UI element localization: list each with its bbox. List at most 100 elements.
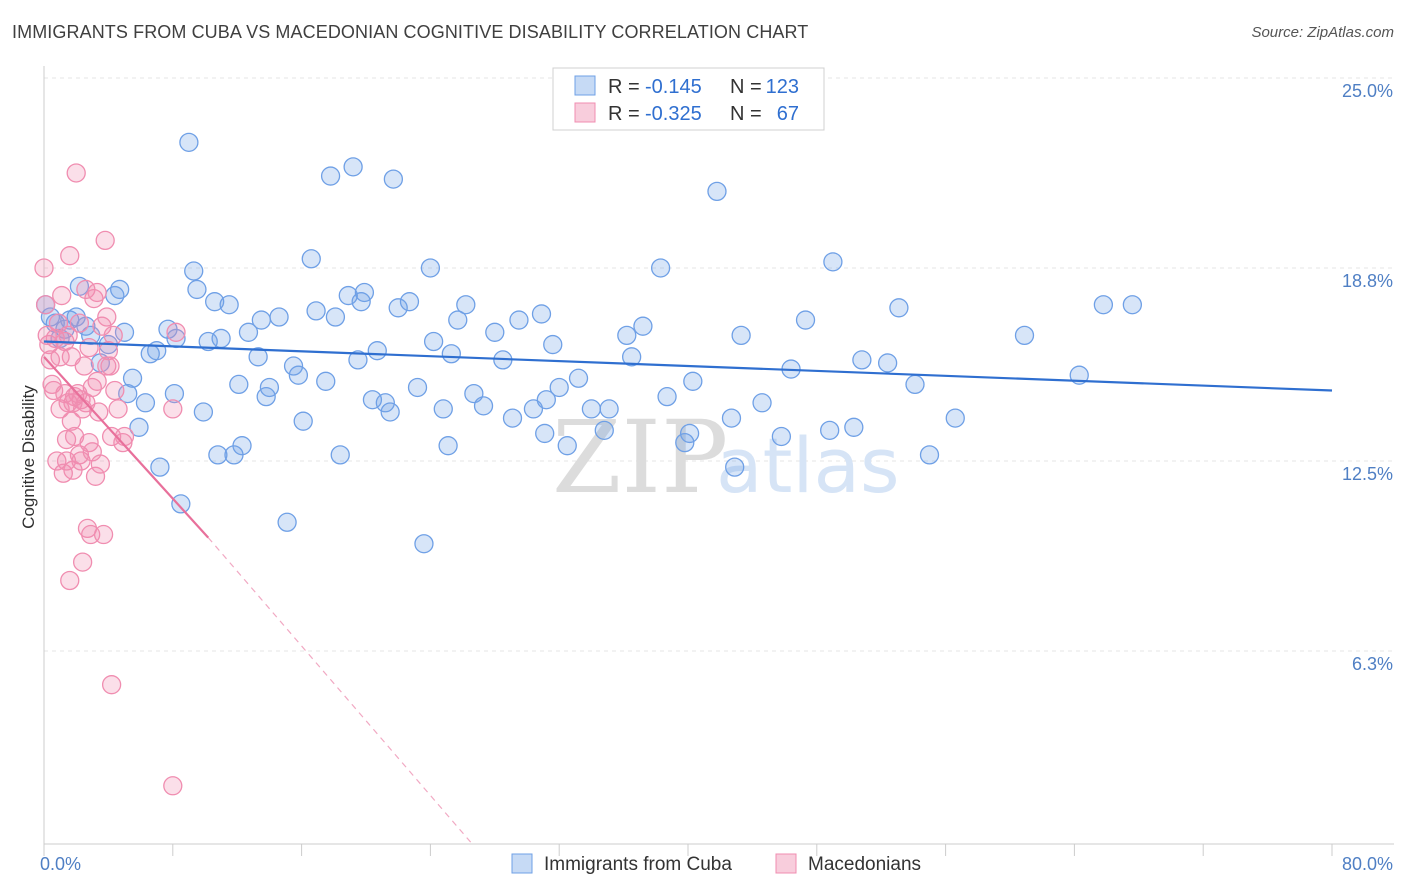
y-tick-label: 25.0% (1342, 81, 1393, 101)
stats-r-label-macedonians: R = (608, 103, 640, 125)
data-point (650, 258, 671, 278)
data-point (269, 307, 289, 327)
data-point (721, 408, 742, 428)
data-point (367, 341, 387, 361)
data-point (179, 132, 199, 152)
data-point (232, 436, 252, 456)
data-point (277, 512, 297, 532)
data-point (47, 451, 67, 471)
stats-r-value-macedonians: -0.325 (645, 103, 702, 125)
data-point (171, 494, 191, 514)
data-point (208, 445, 228, 465)
data-point (283, 356, 304, 376)
data-point (259, 377, 280, 398)
legend-label-cuba: Immigrants from Cuba (544, 854, 732, 875)
data-point (87, 282, 107, 303)
data-point (205, 292, 225, 312)
data-point (877, 353, 898, 373)
series-macedonians (34, 163, 186, 796)
data-point (288, 365, 309, 385)
data-point (325, 307, 346, 327)
data-point (752, 393, 772, 413)
data-point (105, 380, 125, 401)
data-point (535, 423, 555, 444)
data-point (114, 426, 135, 447)
data-point (72, 552, 93, 572)
data-point (675, 432, 695, 453)
series-legend: Immigrants from Cuba Macedonians (511, 853, 921, 875)
data-point (622, 347, 642, 367)
stats-n-label-macedonians: N = (730, 103, 762, 125)
data-point (66, 163, 86, 183)
data-point (163, 776, 183, 796)
data-point (122, 368, 143, 388)
data-point (399, 292, 420, 312)
data-point (557, 436, 577, 456)
data-point (348, 350, 368, 370)
data-point (531, 304, 552, 324)
data-point (60, 246, 80, 266)
legend-swatch-macedonians (775, 853, 797, 874)
data-point (79, 337, 99, 358)
data-point (98, 341, 119, 361)
data-point (441, 344, 461, 364)
trend-line-macedonians (43, 356, 210, 539)
data-point (147, 341, 167, 361)
data-point (101, 675, 122, 695)
axes (43, 66, 1394, 856)
data-point (150, 457, 170, 477)
data-point (852, 350, 872, 370)
series-cuba (35, 132, 1143, 554)
data-point (633, 316, 653, 336)
data-point (60, 570, 80, 591)
y-axis-label: Cognitive Disability (19, 385, 38, 529)
data-point (211, 328, 231, 349)
stats-r-value-cuba: -0.145 (645, 76, 702, 98)
data-point (44, 380, 64, 401)
data-series (34, 132, 1143, 796)
data-point (448, 310, 468, 330)
data-point (945, 408, 965, 428)
data-point (919, 445, 940, 465)
data-point (74, 356, 94, 376)
data-point (420, 258, 441, 278)
data-point (164, 383, 185, 404)
data-point (383, 169, 404, 189)
data-point (100, 356, 120, 376)
data-point (163, 399, 183, 419)
data-point (502, 408, 523, 428)
data-point (90, 454, 110, 474)
data-point (433, 399, 453, 419)
data-point (238, 322, 259, 342)
stats-swatch-cuba (574, 75, 596, 96)
data-point (85, 466, 106, 486)
legend-swatch-cuba (511, 853, 533, 874)
data-point (316, 371, 336, 391)
data-point (473, 396, 494, 416)
data-point (388, 298, 408, 318)
data-point (905, 374, 925, 395)
y-tick-label: 18.8% (1342, 271, 1393, 291)
data-point (423, 331, 444, 352)
data-point (456, 295, 476, 315)
trend-extension-macedonians (207, 537, 473, 845)
data-point (248, 347, 268, 367)
watermark: ZIP atlas (552, 399, 900, 516)
stats-n-label-cuba: N = (730, 76, 762, 98)
data-point (166, 322, 186, 342)
data-point (219, 295, 239, 315)
data-point (568, 368, 589, 388)
data-point (820, 420, 840, 441)
stats-swatch-macedonians (574, 102, 596, 123)
data-point (93, 524, 114, 545)
data-point (135, 393, 156, 413)
data-point (354, 282, 375, 303)
data-point (795, 310, 816, 330)
legend-label-macedonians: Macedonians (808, 854, 921, 875)
grid-lines (44, 77, 1394, 652)
data-point (414, 534, 434, 554)
stats-r-label-cuba: R = (608, 76, 640, 98)
data-point (617, 325, 637, 346)
data-point (844, 417, 864, 437)
